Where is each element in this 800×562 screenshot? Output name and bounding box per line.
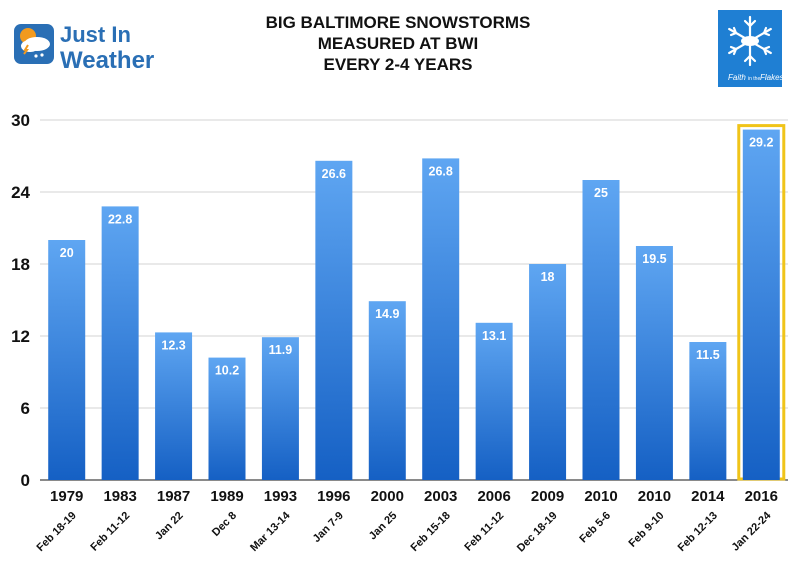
logo-line1: Just In xyxy=(60,22,131,47)
x-date-label: Feb 12-13 xyxy=(676,510,720,554)
gridlines xyxy=(40,119,788,481)
x-year-label: 2014 xyxy=(691,488,725,505)
bar xyxy=(635,246,673,480)
bars: 20 22.8 12.3 10.2 11.9 26.6 14.9 26.8 13.1 18 25 19… xyxy=(48,124,786,481)
data-label: 20 xyxy=(60,246,74,260)
y-tick-label: 0 xyxy=(21,471,30,490)
badge-text-2: in the xyxy=(748,76,760,82)
bar xyxy=(529,264,567,480)
just-in-weather-logo: Just In Weather xyxy=(14,22,154,74)
x-date-label: Feb 5-6 xyxy=(577,510,613,546)
y-tick-label: 6 xyxy=(21,399,30,418)
data-label: 18 xyxy=(541,270,555,284)
badge-text-3: Flakes xyxy=(760,73,784,82)
y-tick-label: 12 xyxy=(11,327,30,346)
data-label: 10.2 xyxy=(215,364,239,378)
x-date-label: Dec 8 xyxy=(210,510,239,539)
data-label: 26.8 xyxy=(429,164,453,178)
x-date-label: Jan 22-24 xyxy=(729,509,774,554)
data-label: 26.6 xyxy=(322,167,346,181)
data-label: 29.2 xyxy=(749,136,773,150)
y-axis-ticks: 0 6 12 18 24 30 xyxy=(11,111,30,490)
x-date-label: Feb 15-18 xyxy=(408,510,452,554)
x-date-label: Mar 13-14 xyxy=(248,509,293,554)
x-year-label: 1989 xyxy=(210,488,243,505)
x-year-label: 1987 xyxy=(157,488,190,505)
title-line-1: BIG BALTIMORE SNOWSTORMS xyxy=(266,13,531,32)
x-date-label: Feb 9-10 xyxy=(626,510,666,550)
bar xyxy=(742,129,780,480)
x-year-label: 1983 xyxy=(103,488,136,505)
x-year-label: 2016 xyxy=(745,488,778,505)
x-date-label: Feb 11-12 xyxy=(462,510,506,554)
x-date-label: Feb 11-12 xyxy=(88,510,132,554)
x-year-label: 1996 xyxy=(317,488,350,505)
data-label: 25 xyxy=(594,186,608,200)
x-date-label: Dec 18-19 xyxy=(515,510,560,555)
data-label: 14.9 xyxy=(375,307,399,321)
data-label: 22.8 xyxy=(108,212,132,226)
data-label: 11.5 xyxy=(696,348,720,362)
x-axis-labels: 1979 Feb 18-19 1983 Feb 11-12 1987 Jan 22 1989… xyxy=(34,488,778,554)
bar xyxy=(101,206,139,480)
x-date-label: Jan 22 xyxy=(153,510,186,543)
x-year-label: 1993 xyxy=(264,488,297,505)
x-year-label: 2010 xyxy=(638,488,671,505)
bar xyxy=(208,357,246,480)
title-line-2: MEASURED AT BWI xyxy=(318,34,479,53)
data-label: 13.1 xyxy=(482,329,506,343)
x-year-label: 2009 xyxy=(531,488,564,505)
x-date-label: Jan 7-9 xyxy=(311,510,346,545)
x-year-label: 2000 xyxy=(371,488,404,505)
x-year-label: 1979 xyxy=(50,488,83,505)
data-label: 11.9 xyxy=(269,343,293,357)
faith-in-the-flakes-badge: Faith in the Flakes xyxy=(718,10,784,87)
x-year-label: 2006 xyxy=(477,488,510,505)
y-tick-label: 24 xyxy=(11,183,30,202)
title-line-3: EVERY 2-4 YEARS xyxy=(324,55,473,74)
data-label: 12.3 xyxy=(161,338,185,352)
bar xyxy=(689,342,727,480)
weather-icon xyxy=(14,24,54,64)
badge-text-1: Faith xyxy=(728,73,746,82)
y-tick-label: 30 xyxy=(11,111,30,130)
bar xyxy=(155,332,193,480)
bar xyxy=(475,322,513,480)
x-year-label: 2003 xyxy=(424,488,457,505)
logo-line2: Weather xyxy=(60,47,154,74)
x-date-label: Feb 18-19 xyxy=(34,510,78,554)
bar xyxy=(315,160,353,481)
x-date-label: Jan 25 xyxy=(367,510,400,543)
x-year-label: 2010 xyxy=(584,488,617,505)
y-tick-label: 18 xyxy=(11,255,30,274)
chart-title: BIG BALTIMORE SNOWSTORMS MEASURED AT BWI… xyxy=(266,13,531,74)
bar xyxy=(261,337,299,480)
data-label: 19.5 xyxy=(642,252,666,266)
bar xyxy=(422,158,460,480)
bar xyxy=(368,301,406,480)
bar xyxy=(582,180,620,480)
snowflake-icon xyxy=(728,15,772,67)
bar xyxy=(48,240,86,480)
